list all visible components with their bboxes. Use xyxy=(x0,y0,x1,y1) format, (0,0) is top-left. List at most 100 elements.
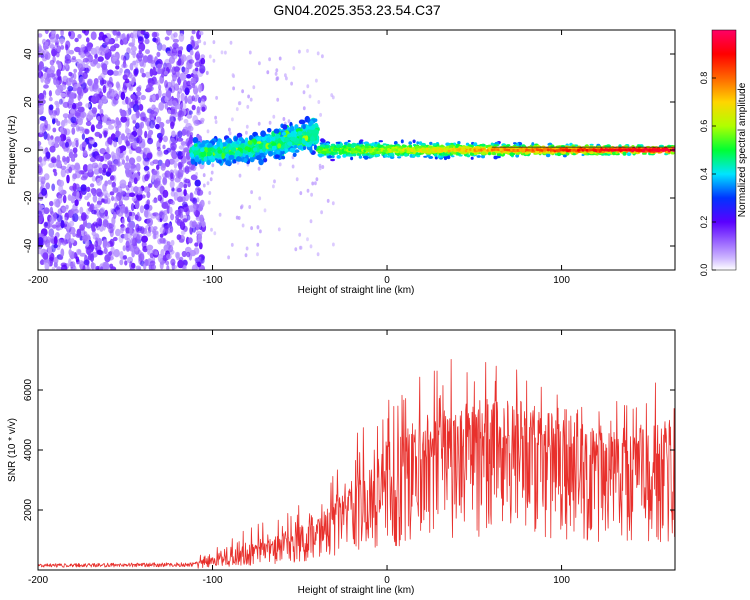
heatmap-cell xyxy=(556,152,562,157)
heatmap-cell xyxy=(170,172,174,180)
heatmap-cell xyxy=(276,97,280,102)
figure-title: GN04.2025.353.23.54.C37 xyxy=(273,2,441,18)
heatmap-cell xyxy=(281,155,286,160)
heatmap-cell xyxy=(224,148,229,153)
heatmap-cell xyxy=(87,163,94,173)
heatmap-cell xyxy=(65,40,71,49)
heatmap-cell xyxy=(277,143,282,149)
heatmap-cell xyxy=(200,57,206,65)
heatmap-cell xyxy=(315,177,319,182)
heatmap-cell xyxy=(176,187,182,193)
heatmap-cell xyxy=(291,164,295,169)
heatmap-cell xyxy=(111,56,118,62)
heatmap-cell xyxy=(285,76,288,81)
heatmap-cell xyxy=(60,92,67,98)
heatmap-cell xyxy=(77,70,84,77)
heatmap-cell xyxy=(290,136,297,142)
heatmap-cell xyxy=(102,261,110,270)
heatmap-cell xyxy=(164,80,168,88)
heatmap-cell xyxy=(111,164,117,172)
spectrogram-y-label: Frequency (Hz) xyxy=(7,116,18,185)
snr-y-tick-label: 2000 xyxy=(23,498,34,521)
heatmap-cell xyxy=(86,201,91,207)
heatmap-cell xyxy=(39,116,47,121)
heatmap-cell xyxy=(342,154,347,158)
heatmap-cell xyxy=(302,146,307,150)
heatmap-cell xyxy=(79,206,84,215)
heatmap-cell xyxy=(135,122,140,129)
heatmap-cell xyxy=(177,50,183,55)
heatmap-cell xyxy=(101,79,107,85)
heatmap-cell xyxy=(421,142,426,146)
heatmap-cell xyxy=(535,150,540,154)
heatmap-cell xyxy=(46,236,51,244)
heatmap-cell xyxy=(133,95,141,101)
heatmap-cell xyxy=(201,220,206,228)
heatmap-cell xyxy=(82,221,88,227)
heatmap-cell xyxy=(186,130,190,137)
heatmap-cell xyxy=(371,145,374,149)
heatmap-cell xyxy=(138,253,145,263)
heatmap-cell xyxy=(199,64,206,74)
heatmap-cell xyxy=(177,161,184,168)
heatmap-cell xyxy=(107,138,112,144)
heatmap-cell xyxy=(416,141,420,145)
heatmap-cell xyxy=(136,155,142,162)
heatmap-cell xyxy=(103,247,108,255)
heatmap-cell xyxy=(97,56,104,62)
heatmap-cell xyxy=(39,125,43,135)
heatmap-cell xyxy=(206,159,212,166)
heatmap-cell xyxy=(271,142,277,146)
heatmap-cell xyxy=(65,141,69,148)
spectrogram-y-tick-label: -40 xyxy=(23,238,34,253)
heatmap-cell xyxy=(149,68,154,77)
heatmap-cell xyxy=(115,147,121,156)
heatmap-cell xyxy=(273,128,280,134)
heatmap-cell xyxy=(101,63,108,71)
heatmap-cell xyxy=(127,168,134,174)
heatmap-cell xyxy=(451,151,456,154)
heatmap-cell xyxy=(287,141,293,146)
heatmap-cell xyxy=(92,59,98,65)
heatmap-cell xyxy=(185,138,191,147)
heatmap-cell xyxy=(115,228,121,237)
heatmap-cell xyxy=(400,139,404,144)
heatmap-cell xyxy=(137,225,143,232)
heatmap-cell xyxy=(49,216,54,225)
heatmap-cell xyxy=(185,74,192,79)
heatmap-cell xyxy=(577,148,581,152)
heatmap-cell xyxy=(120,91,126,101)
heatmap-cell xyxy=(437,154,441,159)
heatmap-cell xyxy=(160,127,165,137)
heatmap-cell xyxy=(266,137,271,143)
heatmap-cell xyxy=(144,259,149,266)
heatmap-cell xyxy=(120,205,126,212)
heatmap-cell xyxy=(88,139,95,145)
heatmap-cell xyxy=(91,162,99,169)
heatmap-cell xyxy=(447,149,451,153)
heatmap-cell xyxy=(278,56,282,61)
heatmap-cell xyxy=(188,59,195,64)
heatmap-cell xyxy=(258,158,264,166)
heatmap-cell xyxy=(287,119,291,124)
heatmap-cell xyxy=(297,145,303,150)
heatmap-cell xyxy=(228,154,235,160)
heatmap-cell xyxy=(171,106,178,116)
heatmap-cell xyxy=(179,221,185,226)
heatmap-cell xyxy=(38,33,43,38)
heatmap-cell xyxy=(138,50,142,55)
heatmap-cell xyxy=(99,207,106,214)
heatmap-cell xyxy=(44,262,50,270)
heatmap-cell xyxy=(160,163,166,171)
heatmap-cell xyxy=(216,141,221,147)
heatmap-cell xyxy=(190,204,197,213)
heatmap-cell xyxy=(155,36,161,46)
heatmap-cell xyxy=(250,190,254,195)
heatmap-cell xyxy=(191,221,198,228)
heatmap-cell xyxy=(43,131,48,140)
heatmap-cell xyxy=(130,185,135,193)
heatmap-cell xyxy=(191,145,195,151)
heatmap-cell xyxy=(146,231,152,237)
heatmap-cell xyxy=(44,45,49,50)
heatmap-cell xyxy=(133,229,138,238)
